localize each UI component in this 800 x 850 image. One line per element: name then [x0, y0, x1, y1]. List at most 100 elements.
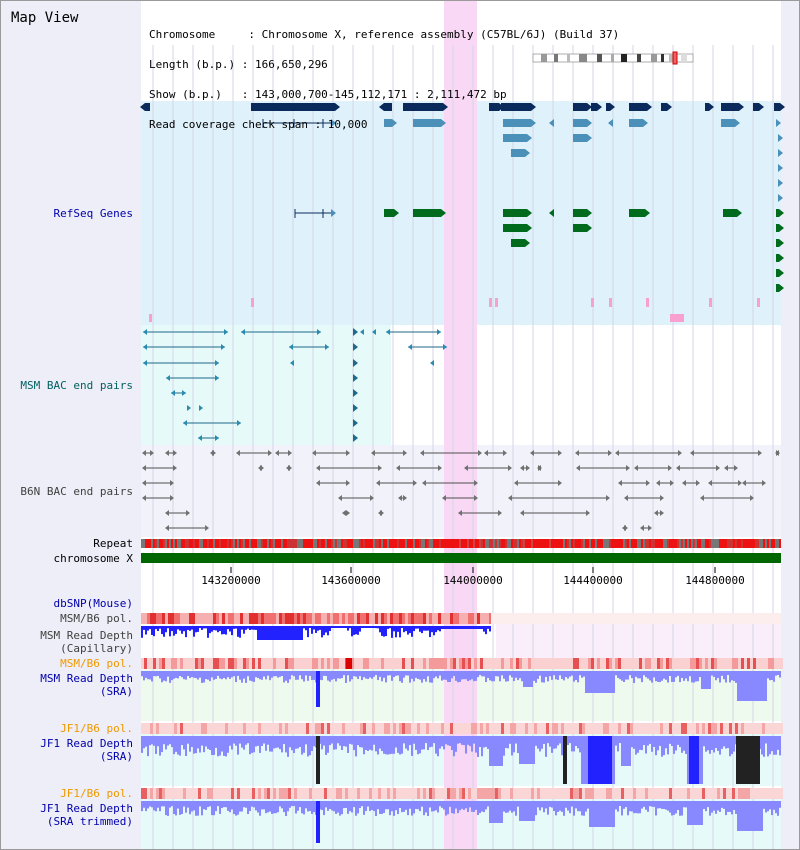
repeat-element [639, 539, 641, 548]
label-msm-depth-sra[interactable]: MSM Read Depth (SRA) [40, 672, 133, 698]
label-jf1-b6-pol-1[interactable]: JF1/B6 pol. [60, 722, 133, 735]
repeat-element [359, 539, 361, 548]
jf1-trim-depth-bar [707, 801, 709, 808]
gene-strand-arrow [643, 119, 648, 127]
msm-sra-depth-bar [409, 671, 411, 683]
jf1-trim-depth-bar [485, 801, 487, 810]
msm-b6-pol2-cell [642, 658, 645, 669]
gene-feature [145, 103, 150, 111]
msm-sra-depth-bar [613, 671, 615, 693]
repeat-element [221, 539, 223, 548]
jf1-sra-depth-bar [247, 736, 249, 744]
label-msm-b6-pol-2[interactable]: MSM/B6 pol. [60, 657, 133, 670]
label-jf1-b6-pol-2[interactable]: JF1/B6 pol. [60, 787, 133, 800]
jf1-trim-depth-bar [503, 801, 505, 812]
jf1-trim-depth-bar [163, 801, 165, 807]
label-jf1-depth-trimmed[interactable]: JF1 Read Depth (SRA trimmed) [40, 802, 133, 828]
msm-sra-depth-bar [325, 671, 327, 677]
msm-sra-depth-bar [625, 671, 627, 680]
jf1-b6-pol-cell [504, 723, 507, 734]
jf1-b6-pol-cell [591, 723, 594, 734]
jf1-sra-depth-bar [453, 736, 455, 757]
msm-cap-depth-bar [383, 626, 385, 637]
jf1-trim-depth-bar [337, 801, 339, 813]
jf1-trim-depth-bar [553, 801, 555, 811]
repeat-element [641, 539, 643, 548]
msm-cap-depth-bar [405, 626, 407, 632]
jf1-b6-pol2-cell [252, 788, 255, 799]
msm-sra-depth-bar [415, 671, 417, 678]
jf1-trim-depth-bar [777, 801, 779, 816]
jf1-trim-depth-bar [779, 801, 781, 808]
label-msm-bac[interactable]: MSM BAC end pairs [20, 379, 133, 392]
jf1-b6-pol2-cell [774, 788, 777, 799]
repeat-element [375, 539, 377, 548]
jf1-trim-depth-bar [569, 801, 571, 814]
jf1-b6-pol-cell [714, 723, 717, 734]
label-msm-depth-capillary[interactable]: MSM Read Depth (Capillary) [40, 629, 133, 655]
msm-b6-pol2-cell [501, 658, 504, 669]
repeat-element [211, 539, 213, 548]
msm-cap-depth-bar [391, 626, 393, 638]
label-jf1-depth-sra[interactable]: JF1 Read Depth (SRA) [40, 737, 133, 763]
jf1-sra-depth-bar [157, 736, 159, 747]
jf1-sra-depth-bar [631, 736, 633, 748]
msm-b6-pol-cell [345, 613, 348, 624]
jf1-b6-pol-cell [621, 723, 624, 734]
repeat-element [741, 539, 743, 548]
jf1-sra-depth-bar [471, 736, 473, 752]
jf1-sra-depth-bar [545, 736, 547, 757]
jf1-b6-pol-cell [516, 723, 519, 734]
jf1-sra-depth-bar [655, 736, 657, 756]
gene-feature [573, 134, 587, 142]
axis-tick-label: 144000000 [443, 574, 503, 587]
jf1-b6-pol-cell [237, 723, 240, 734]
jf1-sra-depth-bar [509, 736, 511, 744]
msm-b6-pol2-cell [537, 658, 540, 669]
label-refseq-genes[interactable]: RefSeq Genes [53, 207, 133, 220]
jf1-b6-pol-cell [165, 723, 168, 734]
jf1-trim-depth-bar [387, 801, 389, 810]
jf1-trim-depth-bar [335, 801, 337, 814]
msm-sra-depth-bar [307, 671, 309, 681]
jf1-trim-depth-bar [199, 801, 201, 807]
jf1-sra-depth-bar [195, 736, 197, 754]
jf1-sra-depth-bar [481, 736, 483, 757]
jf1-sra-depth-bar [335, 736, 337, 750]
jf1-sra-depth-bar [451, 736, 453, 751]
msm-b6-pol2-cell [570, 658, 573, 669]
jf1-sra-depth-bar [533, 736, 535, 764]
jf1-trim-depth-bar [555, 801, 557, 816]
jf1-b6-pol-cell [261, 723, 264, 734]
msm-cap-depth-bar [219, 626, 221, 631]
bac-end-marker [371, 450, 375, 456]
msm-cap-depth-bar [197, 626, 199, 632]
jf1-b6-pol-cell [270, 723, 273, 734]
jf1-trim-depth-bar [545, 801, 547, 809]
jf1-trim-depth-bar [631, 801, 633, 812]
msm-sra-depth-bar [769, 671, 771, 681]
msm-b6-pol-cell [477, 613, 480, 624]
jf1-trim-depth-bar [301, 801, 303, 814]
msm-b6-pol2-cell [393, 658, 396, 669]
msm-sra-depth-bar [407, 671, 409, 676]
jf1-sra-depth-bar [191, 736, 193, 747]
jf1-b6-pol2-cell [453, 788, 456, 799]
label-msm-b6-pol-1[interactable]: MSM/B6 pol. [60, 612, 133, 625]
jf1-trim-depth-bar [515, 801, 517, 816]
repeat-element [249, 539, 251, 548]
jf1-sra-depth-bar [235, 736, 237, 746]
jf1-trim-depth-bar [357, 801, 359, 814]
gene-strand-arrow [779, 224, 784, 232]
jf1-sra-depth-bar [299, 736, 301, 747]
msm-b6-pol2-cell [384, 658, 387, 669]
repeat-element [485, 539, 487, 548]
msm-b6-pol2-cell [492, 658, 495, 669]
msm-cap-depth-bar [183, 626, 185, 632]
label-dbsnp[interactable]: dbSNP(Mouse) [53, 597, 133, 610]
msm-b6-pol2-cell [564, 658, 567, 669]
label-b6n-bac[interactable]: B6N BAC end pairs [20, 485, 133, 498]
repeat-element [273, 539, 275, 548]
jf1-sra-depth-bar [445, 736, 447, 745]
